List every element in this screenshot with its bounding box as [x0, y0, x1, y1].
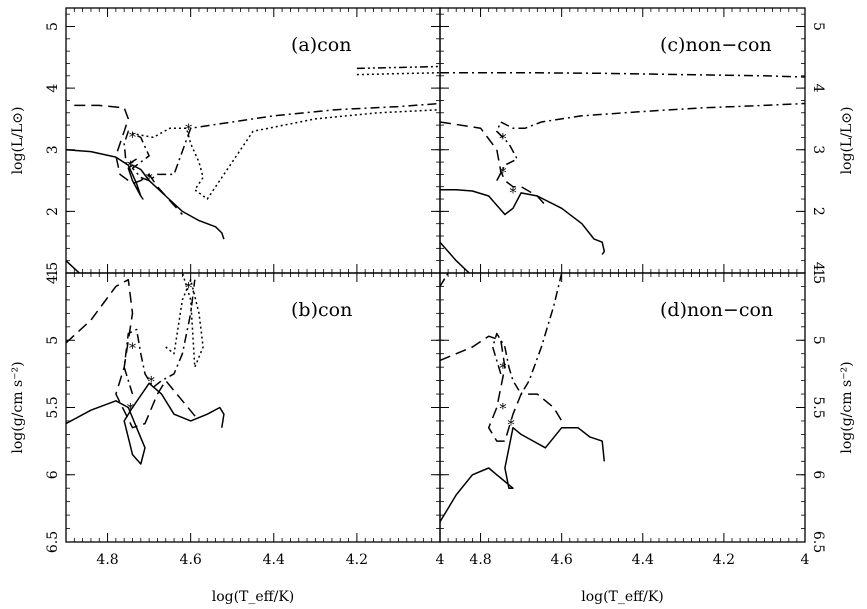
panel-d-star-marker: * — [499, 361, 506, 377]
panel-c-series-3-dashed — [440, 121, 546, 206]
panel-b-series-3-dashdot — [123, 279, 196, 395]
panel-a-series-4-dashdot — [123, 102, 440, 182]
panel-d-series-1-solid — [440, 426, 606, 523]
panel-a-frame — [65, 7, 441, 274]
y-tick-label: 4 — [810, 84, 826, 93]
x-tick-label: 4 — [436, 552, 445, 568]
x-tick-label: 4.8 — [96, 552, 118, 568]
x-tick-label: 4.4 — [263, 552, 285, 568]
panel-c-series-4-dashdot — [440, 71, 805, 78]
y-axis-title: log(L/L⊙) — [839, 107, 855, 175]
panel-b-star-marker: * — [129, 341, 136, 357]
panel-d-series-3-dashdot — [491, 273, 563, 395]
panel-a-series-1-solid — [66, 148, 225, 240]
panel-a-label: (a)con — [291, 34, 351, 56]
x-tick-label: 4.6 — [180, 552, 202, 568]
x-axis-title: log(T_eff/K) — [212, 589, 295, 605]
panel-b-series-2-dashed — [66, 278, 200, 429]
panel-a-star-marker: * — [127, 159, 134, 175]
panel-d-star-marker: * — [507, 418, 514, 434]
panel-a-series-2-solid — [66, 260, 81, 273]
y-tick-label: 5.5 — [45, 396, 61, 418]
y-axis-title: log(L/L⊙) — [10, 107, 26, 175]
panel-b-plot: * * * * — [66, 273, 225, 465]
panel-c-series-1-solid — [440, 189, 606, 255]
panel-b-star-marker: * — [127, 402, 134, 418]
panel-c-series-2-solid — [440, 241, 471, 273]
panel-d-label: (d)non−con — [660, 299, 773, 321]
panel-c-star-marker: * — [499, 131, 506, 147]
y-tick-label: 2 — [810, 207, 826, 216]
panel-a-star-marker: * — [185, 122, 192, 138]
panel-a-star-marker: * — [146, 171, 153, 187]
y-tick-label: 3 — [45, 145, 61, 154]
x-tick-label: 4 — [801, 552, 810, 568]
x-axis-title: log(T_eff/K) — [581, 589, 664, 605]
panel-a-series-7-dotted — [356, 71, 440, 76]
y-tick-label: 2 — [45, 207, 61, 216]
panel-d-series-4-dashdot — [440, 273, 449, 287]
panel-c-star-marker: * — [499, 165, 506, 181]
panel-d-star-marker: * — [499, 402, 506, 418]
x-tick-label: 4.2 — [713, 552, 735, 568]
panel-a-star-marker: * — [129, 130, 136, 146]
panel-c-star-marker: * — [510, 186, 517, 202]
y-tick-label: 5 — [810, 22, 826, 31]
y-tick-label: 6.5 — [810, 531, 826, 553]
panel-b-star-marker: * — [148, 375, 155, 391]
y-axis-title: log(g/cm s⁻²) — [10, 361, 26, 453]
y-tick-label: 6.5 — [45, 531, 61, 553]
panel-d-plot: *** — [440, 273, 606, 523]
y-tick-label: 4.5 — [810, 262, 826, 284]
panel-c-series-5-dashdot — [496, 102, 805, 181]
x-tick-label: 4.2 — [346, 552, 368, 568]
y-tick-label: 5 — [45, 336, 61, 345]
panel-b-star-marker: * — [185, 280, 192, 296]
y-tick-label: 4 — [45, 84, 61, 93]
panel-a-series-6-dashdotdot — [356, 65, 440, 70]
x-tick-label: 4.6 — [551, 552, 573, 568]
y-tick-label: 5 — [45, 22, 61, 31]
panel-a-series-5-dotted — [136, 108, 440, 200]
y-tick-label: 3 — [810, 145, 826, 154]
y-tick-label: 1 — [45, 269, 61, 278]
panel-b-label: (b)con — [291, 299, 352, 321]
y-tick-label: 4.5 — [45, 262, 61, 284]
x-tick-label: 4.4 — [632, 552, 654, 568]
y-tick-label: 6 — [45, 470, 61, 479]
y-tick-label: 5.5 — [810, 396, 826, 418]
panel-a-series-3-dashed — [74, 104, 183, 216]
x-tick-label: 4.8 — [469, 552, 491, 568]
panel-b-series-1-solid — [66, 382, 225, 465]
panel-c-label: (c)non−con — [660, 34, 772, 56]
y-tick-label: 6 — [810, 470, 826, 479]
panel-a-plot: * * * * — [66, 65, 440, 273]
y-axis-title: log(g/cm s⁻²) — [839, 361, 855, 453]
y-tick-label: 1 — [810, 269, 826, 278]
y-tick-label: 5 — [810, 336, 826, 345]
panel-c-plot: *** — [440, 71, 805, 273]
panel-d-series-2-dashed — [440, 335, 563, 442]
